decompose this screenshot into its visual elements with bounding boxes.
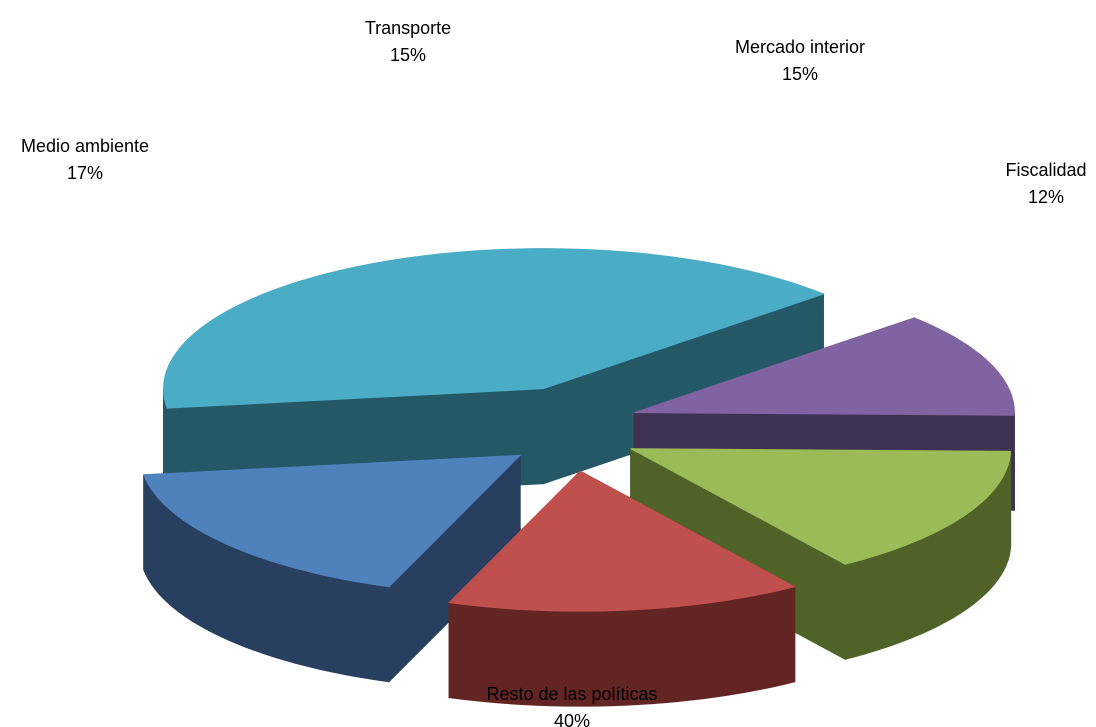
slice-label-2: Mercado interior — [735, 37, 865, 57]
slice-percent-1: 12% — [1028, 187, 1064, 207]
slice-percent-4: 17% — [67, 163, 103, 183]
slice-label-0: Resto de las políticas — [486, 684, 657, 704]
slice-percent-3: 15% — [390, 45, 426, 65]
slice-label-3: Transporte — [365, 18, 451, 38]
slice-label-4: Medio ambiente — [21, 136, 149, 156]
slice-percent-0: 40% — [554, 711, 590, 727]
slice-percent-2: 15% — [782, 64, 818, 84]
slice-label-1: Fiscalidad — [1005, 160, 1086, 180]
